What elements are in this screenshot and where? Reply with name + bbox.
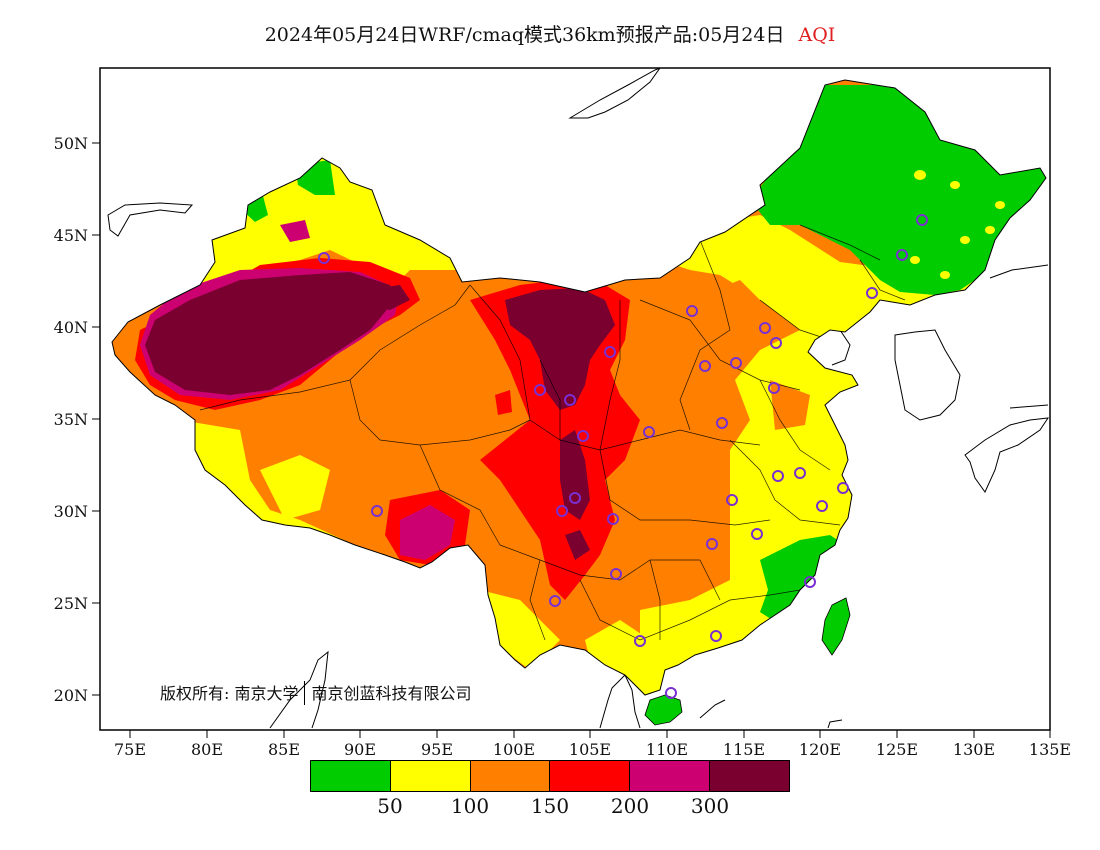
station-marker [371,505,383,517]
lat-label: 30N [54,502,88,521]
legend-swatch [710,761,789,791]
lon-label: 90E [344,740,376,759]
station-marker [556,505,568,517]
lon-label: 85E [268,740,300,759]
station-marker [730,357,742,369]
station-marker [716,417,728,429]
station-marker [564,394,576,406]
station-marker [710,630,722,642]
lat-label: 20N [54,686,88,705]
station-marker [751,528,763,540]
lon-labels: 75E 80E 85E 90E 95E 100E 105E 110E 115E … [114,740,1071,759]
color-legend: 50 100 150 200 300 [310,760,790,822]
station-marker [604,346,616,358]
taiwan-island [821,597,851,656]
lat-label: 40N [54,318,88,337]
lon-label: 80E [191,740,223,759]
station-marker [816,500,828,512]
lon-label: 125E [876,740,918,759]
station-marker [896,249,908,261]
lon-label: 105E [569,740,611,759]
station-marker [706,538,718,550]
station-marker [916,214,928,226]
lon-label: 75E [114,740,146,759]
station-marker [699,360,711,372]
lat-label: 25N [54,594,88,613]
station-marker [866,287,878,299]
legend-label: 300 [690,794,730,818]
station-marker [759,322,771,334]
title-main: 2024年05月24日WRF/cmaq模式36km预报产品:05月24日 [264,24,785,46]
neighbor-coastlines [107,68,1050,729]
copyright-text: 版权所有: 南京大学 南京创蓝科技有限公司 [160,680,472,705]
copyright-separator [304,681,306,705]
legend-swatch [550,761,631,791]
lat-label: 35N [54,410,88,429]
station-marker [768,382,780,394]
station-marker [577,430,589,442]
legend-swatch [630,761,711,791]
lon-label: 135E [1029,740,1071,759]
station-marker [643,426,655,438]
station-marker [318,252,330,264]
map-title: 2024年05月24日WRF/cmaq模式36km预报产品:05月24日 AQI [0,20,1100,47]
lon-label: 120E [799,740,841,759]
station-marker [610,568,622,580]
lon-label: 130E [953,740,995,759]
legend-swatch [311,761,391,791]
legend-label: 100 [450,794,490,818]
legend-labels: 50 100 150 200 300 [310,792,790,822]
legend-swatch [390,761,471,791]
station-marker [569,492,581,504]
lat-labels: 50N 45N 40N 35N 30N 25N 20N [54,134,88,705]
station-marker [549,595,561,607]
station-marker [534,384,546,396]
station-marker [607,513,619,525]
station-marker [804,576,816,588]
legend-label: 50 [377,794,403,818]
lat-ticks [92,142,100,696]
lat-label: 50N [54,134,88,153]
lon-ticks [129,730,1051,738]
lon-label: 100E [493,740,535,759]
lon-label: 95E [421,740,453,759]
lat-label: 45N [54,226,88,245]
legend-colorbar [310,760,790,792]
copyright-owner1: 版权所有: 南京大学 [160,684,299,703]
title-variable: AQI [798,24,836,46]
station-marker [686,305,698,317]
lon-label: 110E [646,740,688,759]
lon-label: 115E [723,740,765,759]
legend-swatch [470,761,551,791]
legend-label: 200 [610,794,650,818]
legend-label: 150 [530,794,570,818]
station-marker [770,337,782,349]
station-marker [772,470,784,482]
station-marker [634,635,646,647]
station-marker [665,687,677,699]
province-boundaries [199,224,906,641]
station-marker [794,467,806,479]
station-marker [726,494,738,506]
copyright-owner2: 南京创蓝科技有限公司 [311,684,472,703]
station-marker [837,482,849,494]
station-markers [318,214,928,699]
